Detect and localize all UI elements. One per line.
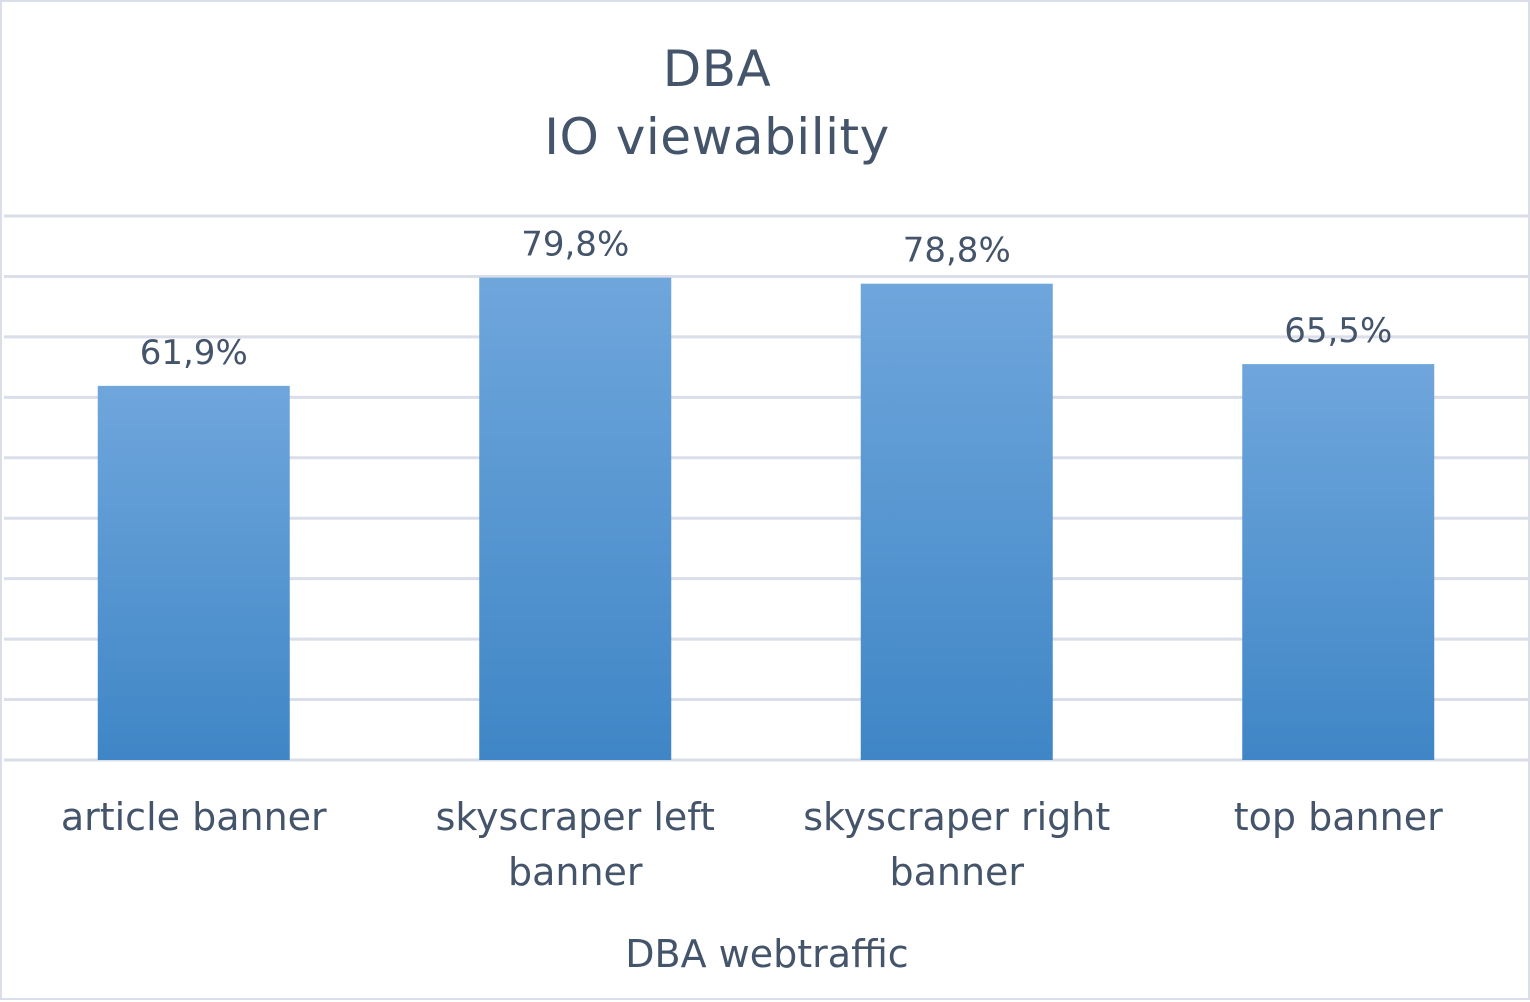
data-labels: 61,9% 79,8% 78,8% 65,5% xyxy=(140,225,1393,373)
category-label-line: banner xyxy=(889,850,1025,894)
data-label-4: 65,5% xyxy=(1284,311,1392,351)
data-label-1: 61,9% xyxy=(140,333,248,373)
bar-1 xyxy=(97,385,290,760)
category-label-2: skyscraper left banner xyxy=(405,790,745,900)
chart-title-line-1: DBA xyxy=(662,40,772,98)
bar-2 xyxy=(479,277,672,760)
category-label-line: banner xyxy=(507,850,643,894)
x-axis-title: DBA webtraffic xyxy=(625,932,909,976)
category-label-line: skyscraper right xyxy=(803,795,1111,839)
data-label-3: 78,8% xyxy=(903,231,1011,271)
bars xyxy=(97,277,1435,760)
category-label-line: top banner xyxy=(1233,795,1443,839)
category-label-line: skyscraper left xyxy=(435,795,715,839)
bar-3 xyxy=(860,283,1053,760)
chart-title-line-2: IO viewability xyxy=(544,108,890,166)
category-label-line: article banner xyxy=(60,795,327,839)
category-label-4: top banner xyxy=(1168,790,1508,845)
category-label-1: article banner xyxy=(24,790,364,845)
bar-4 xyxy=(1242,364,1435,760)
data-label-2: 79,8% xyxy=(521,225,629,265)
category-label-3: skyscraper right banner xyxy=(787,790,1127,900)
